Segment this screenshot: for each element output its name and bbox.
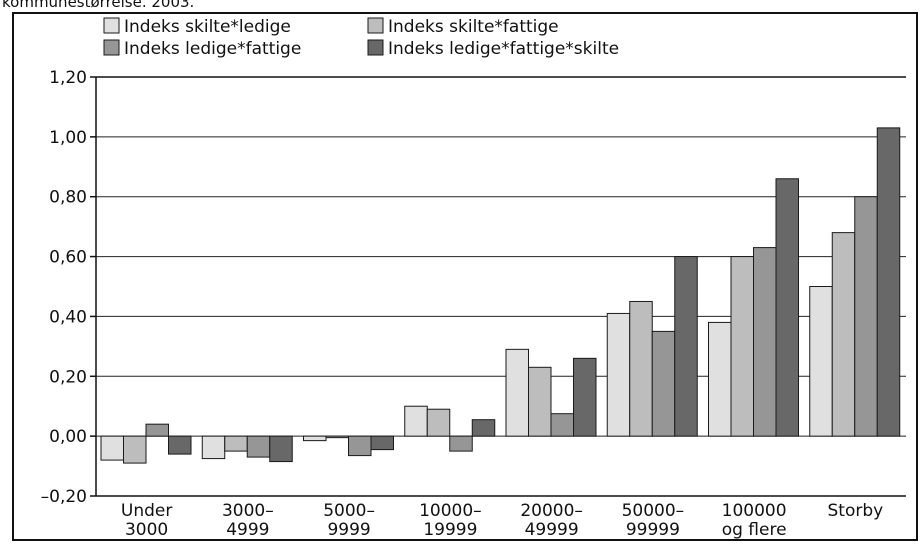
x-category-label: 49999 [525, 520, 579, 540]
x-category-label: 100000 [722, 501, 787, 521]
bar [404, 405, 428, 437]
bar [730, 256, 754, 437]
legend-label: Indeks ledige*fattige [124, 39, 301, 59]
bar [809, 286, 833, 437]
bars [100, 127, 901, 464]
legend: Indeks skilte*ledige Indeks skilte*fattig… [103, 17, 619, 59]
bar [775, 178, 799, 437]
bar [123, 435, 147, 464]
y-tick-label: 1,00 [49, 128, 87, 148]
x-category-label: 3000– [222, 501, 274, 521]
legend-swatch [367, 17, 384, 34]
legend-swatch [103, 39, 120, 56]
x-category-label: 99999 [626, 520, 680, 540]
axes [90, 76, 906, 497]
bar [370, 435, 394, 451]
bar [168, 435, 192, 455]
bar [550, 413, 574, 437]
y-tick-label: 0,80 [49, 188, 87, 208]
legend-swatch [367, 39, 384, 56]
bar [753, 247, 777, 437]
tick-labels: 1,201,000,800,600,400,200,00–0,20Under30… [41, 68, 884, 540]
x-category-label: 9999 [327, 520, 370, 540]
legend-swatch [103, 17, 120, 34]
x-category-label: 10000– [419, 501, 482, 521]
bar [831, 232, 856, 437]
bar [269, 435, 293, 463]
bar [145, 423, 169, 437]
bar [674, 256, 698, 437]
x-category-label: Storby [828, 501, 884, 521]
y-tick-label: 0,40 [49, 307, 87, 327]
bar [303, 435, 327, 442]
y-tick-label: 0,20 [49, 367, 87, 387]
chart-caption: kommunestørrelse. 2003. [2, 0, 195, 11]
y-tick-label: 1,20 [49, 68, 87, 88]
chart-frame [12, 12, 918, 541]
bar [348, 435, 372, 457]
x-category-label: Under [121, 501, 172, 521]
y-tick-label: 0,00 [49, 427, 87, 447]
x-category-label: 20000– [520, 501, 583, 521]
x-category-label: 5000– [323, 501, 375, 521]
bar [573, 357, 597, 437]
bar [876, 127, 901, 437]
bar [708, 321, 732, 437]
legend-label: Indeks skilte*ledige [124, 17, 291, 37]
bar [854, 196, 878, 437]
x-category-label: 19999 [423, 520, 477, 540]
bar [471, 419, 496, 437]
bar [606, 312, 631, 437]
bar [651, 330, 676, 437]
legend-label: Indeks skilte*fattige [388, 17, 559, 37]
bar [100, 435, 124, 461]
bar [629, 300, 653, 437]
x-category-label: 3000 [125, 520, 168, 540]
bar [505, 348, 529, 437]
x-category-label: og flere [722, 520, 787, 540]
y-tick-label: –0,20 [41, 487, 87, 507]
bar [325, 435, 349, 439]
x-category-label: 4999 [226, 520, 269, 540]
bar [528, 366, 552, 437]
bar [426, 408, 451, 437]
x-category-label: 50000– [622, 501, 685, 521]
legend-label: Indeks ledige*fattige*skilte [388, 39, 619, 59]
bar [246, 435, 271, 458]
bar [224, 435, 248, 452]
bar [201, 435, 226, 460]
bar [449, 435, 473, 452]
y-tick-label: 0,60 [49, 248, 87, 268]
